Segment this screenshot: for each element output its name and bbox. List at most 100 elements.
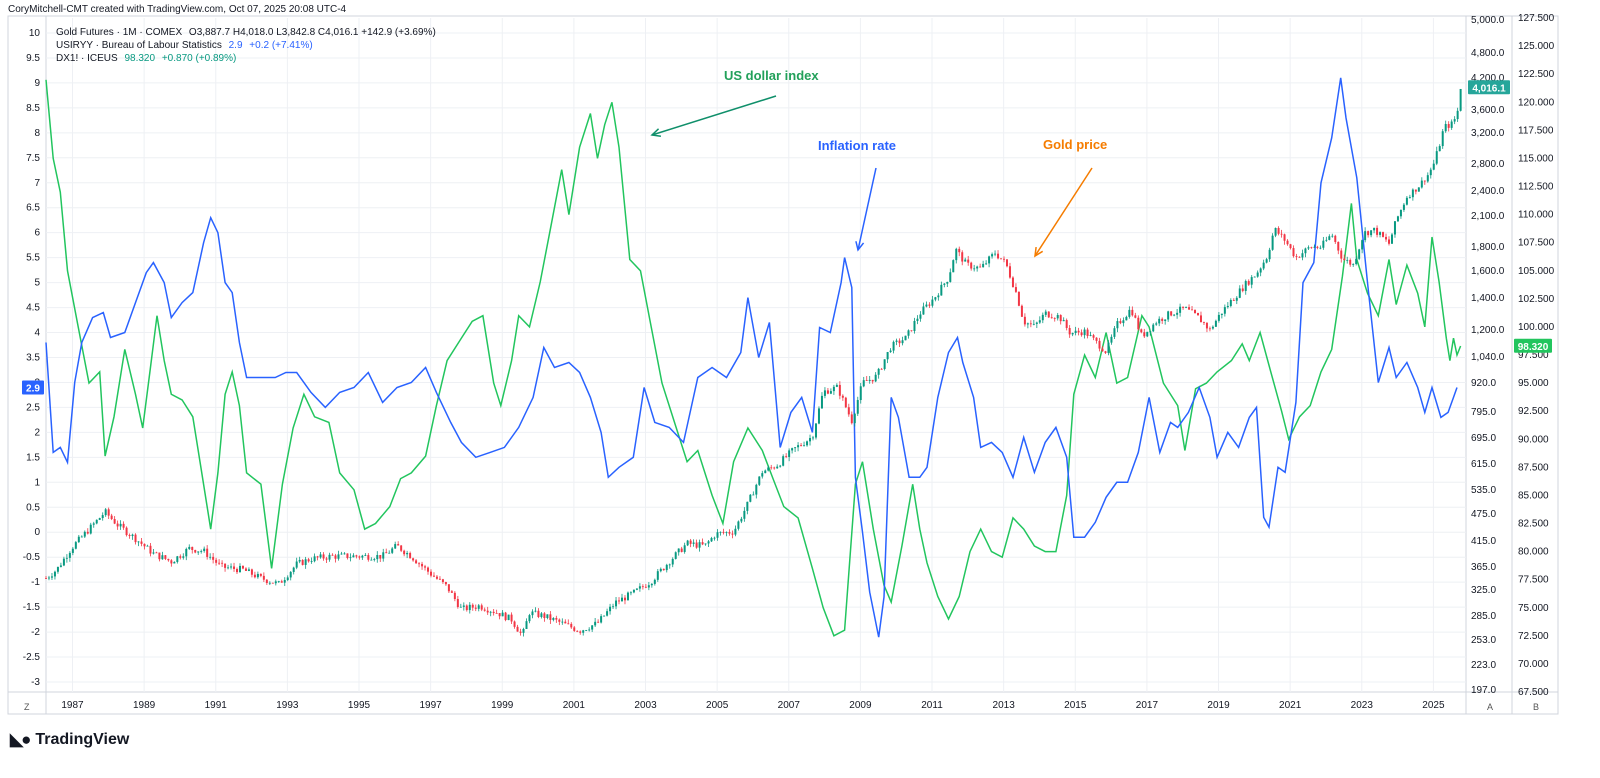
gold-candle (677, 548, 680, 553)
dxy-tick-label: 72.500 (1518, 631, 1549, 642)
x-tick-label: 2025 (1422, 700, 1445, 711)
gold-candle (665, 564, 668, 571)
gold-candle (629, 592, 632, 594)
gold-candle (1361, 240, 1364, 250)
gold-candle (1340, 250, 1343, 259)
gold-candle (797, 445, 800, 448)
dxy-tick-label: 67.500 (1518, 687, 1549, 698)
gold-candle (453, 592, 456, 600)
gold-candle (1316, 246, 1319, 248)
gold-candle (901, 340, 904, 344)
gold-candle (397, 544, 400, 546)
gold-candle (1223, 307, 1226, 314)
gold-candle (1259, 268, 1262, 273)
gold-candle (1385, 236, 1388, 240)
gold-candle (352, 555, 355, 558)
legend-gold[interactable]: Gold Futures · 1M · COMEX O3,887.7 H4,01… (56, 26, 436, 39)
dxy-tick-label: 85.000 (1518, 490, 1549, 501)
gold-candle (86, 531, 89, 534)
gold-candle (1131, 309, 1134, 316)
gold-candle (122, 523, 125, 528)
gold-candle (829, 391, 832, 394)
auto-scale-toggle[interactable]: A (1487, 702, 1494, 712)
gold-candle (194, 549, 197, 553)
dxy-tick-label: 75.000 (1518, 603, 1549, 614)
gold-tick-label: 615.0 (1471, 459, 1496, 470)
dxy-tick-label: 80.000 (1518, 547, 1549, 558)
gold-candle (558, 619, 561, 622)
gold-candle (50, 576, 53, 578)
gold-candle (641, 586, 644, 588)
gold-candle (615, 600, 618, 607)
legend-cpi[interactable]: USIRYY · Bureau of Labour Statistics 2.9… (56, 39, 436, 52)
gold-candle (68, 552, 71, 558)
gold-candle (1441, 131, 1444, 147)
gold-candle (806, 441, 809, 446)
timezone-toggle[interactable]: Z (24, 702, 30, 712)
gold-candle (561, 621, 564, 623)
gold-candle (749, 494, 752, 502)
gold-candle (585, 630, 588, 632)
gold-candle (740, 518, 743, 522)
gold-candle (191, 546, 194, 550)
x-tick-label: 2007 (778, 700, 801, 711)
gold-candle (176, 556, 179, 562)
gold-candle (659, 568, 662, 572)
gold-candle (441, 579, 444, 583)
gold-tick-label: 475.0 (1471, 509, 1496, 520)
gold-candle (418, 563, 421, 565)
gold-tick-label: 795.0 (1471, 407, 1496, 418)
gold-candle (594, 621, 597, 626)
gold-tick-label: 1,800.0 (1471, 242, 1505, 253)
gold-candle (406, 552, 409, 555)
dxy-tick-label: 102.500 (1518, 294, 1555, 305)
gold-candle (868, 379, 871, 381)
gold-candle (794, 447, 797, 449)
gold-candle (728, 532, 731, 534)
gold-candle (647, 585, 650, 588)
gold-candle (925, 304, 928, 307)
x-tick-label: 1995 (348, 700, 371, 711)
gold-candle (56, 566, 59, 572)
left-tick-label: -3 (31, 677, 40, 688)
gold-candle (758, 476, 761, 485)
gold-candle (952, 260, 955, 273)
gold-candle (1000, 258, 1003, 260)
gold-candle (233, 566, 236, 569)
gold-candle (268, 582, 271, 584)
gold-candle (955, 248, 958, 261)
legend-cpi-value: 2.9 (228, 40, 243, 51)
dxy-tick-label: 115.000 (1518, 153, 1554, 164)
gold-candle (340, 553, 343, 555)
gold-candle (1140, 329, 1143, 333)
gold-candle (812, 437, 815, 439)
gold-candle (653, 579, 656, 584)
gold-candle (898, 340, 901, 344)
gold-candle (1074, 330, 1077, 334)
gold-candle (292, 567, 295, 572)
x-tick-label: 2017 (1136, 700, 1159, 711)
gold-candle (265, 579, 268, 584)
gold-candle (1220, 313, 1223, 315)
gold-candle (409, 552, 412, 559)
gold-candle (59, 565, 62, 567)
gold-candle (650, 583, 653, 586)
gold-candle (671, 558, 674, 565)
gold-tick-label: 197.0 (1471, 685, 1496, 696)
legend-cpi-change: +0.2 (+7.41%) (249, 40, 313, 51)
gold-candle (480, 605, 483, 610)
gold-candle (1196, 313, 1199, 316)
gold-candle (346, 553, 349, 559)
gold-candle (1358, 249, 1361, 259)
legend-dxy[interactable]: DX1! · ICEUS 98.320 +0.870 (+0.89%) (56, 52, 436, 65)
gold-candle (495, 613, 498, 614)
tradingview-logo[interactable]: ◣● TradingView (10, 730, 129, 750)
gold-candle (877, 368, 880, 375)
gold-candle (1438, 146, 1441, 152)
gold-candle (850, 414, 853, 424)
scale-b-toggle[interactable]: B (1533, 702, 1540, 712)
dxy-tick-label: 82.500 (1518, 519, 1549, 530)
gold-candle (1238, 288, 1241, 298)
gold-candle (752, 494, 755, 496)
